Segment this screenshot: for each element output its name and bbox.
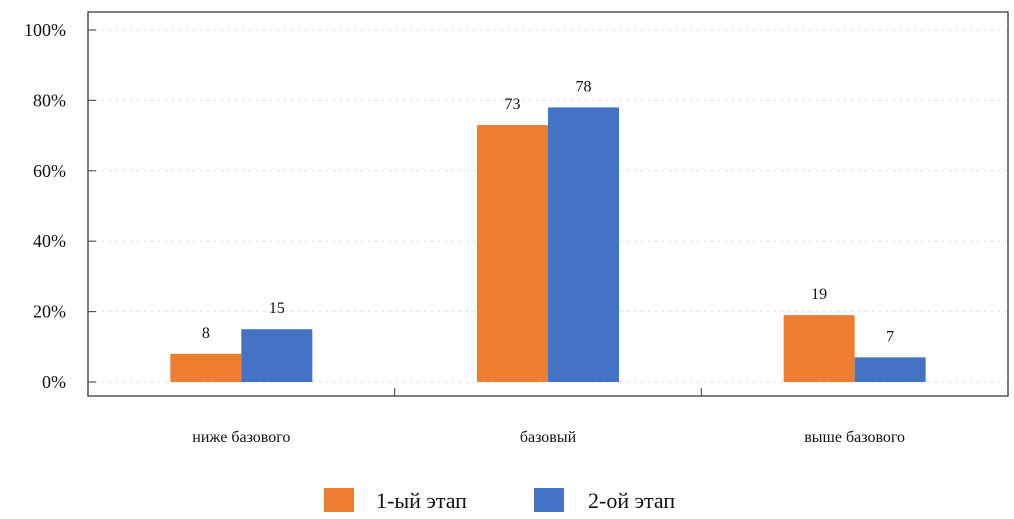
- axes: [87, 11, 1009, 397]
- bars: [170, 107, 926, 382]
- bar: [170, 353, 242, 382]
- y-tick-label: 100%: [24, 20, 66, 40]
- data-label: 73: [505, 96, 521, 113]
- x-axis-categories: ниже базового базовый выше базового: [192, 429, 905, 446]
- legend-label: 1-ый этап: [376, 488, 467, 513]
- data-label: 15: [269, 300, 285, 317]
- data-label: 78: [576, 78, 592, 95]
- data-label: 8: [202, 325, 210, 342]
- y-tick-label: 20%: [33, 302, 66, 322]
- x-category-label: ниже базового: [192, 429, 290, 446]
- bar: [783, 315, 855, 382]
- legend-swatch: [534, 488, 564, 512]
- y-tick-label: 60%: [33, 161, 66, 181]
- bar: [241, 329, 313, 382]
- bar: [548, 107, 619, 382]
- data-label: 19: [811, 286, 827, 303]
- x-category-label: выше базового: [804, 429, 905, 446]
- x-category-label: базовый: [520, 429, 577, 446]
- legend-swatch: [324, 488, 354, 512]
- data-labels: 8 15 73 78 19 7: [202, 78, 894, 345]
- legend-label: 2-ой этап: [588, 488, 675, 513]
- bar: [477, 125, 548, 382]
- legend: 1-ый этап 2-ой этап: [324, 488, 675, 513]
- y-tick-label: 80%: [33, 90, 66, 110]
- y-tick-label: 40%: [33, 231, 66, 251]
- y-tick-label: 0%: [42, 372, 66, 392]
- bar: [854, 357, 926, 382]
- data-label: 7: [886, 328, 894, 345]
- y-axis-ticks: 0% 20% 40% 60% 80% 100%: [24, 20, 66, 392]
